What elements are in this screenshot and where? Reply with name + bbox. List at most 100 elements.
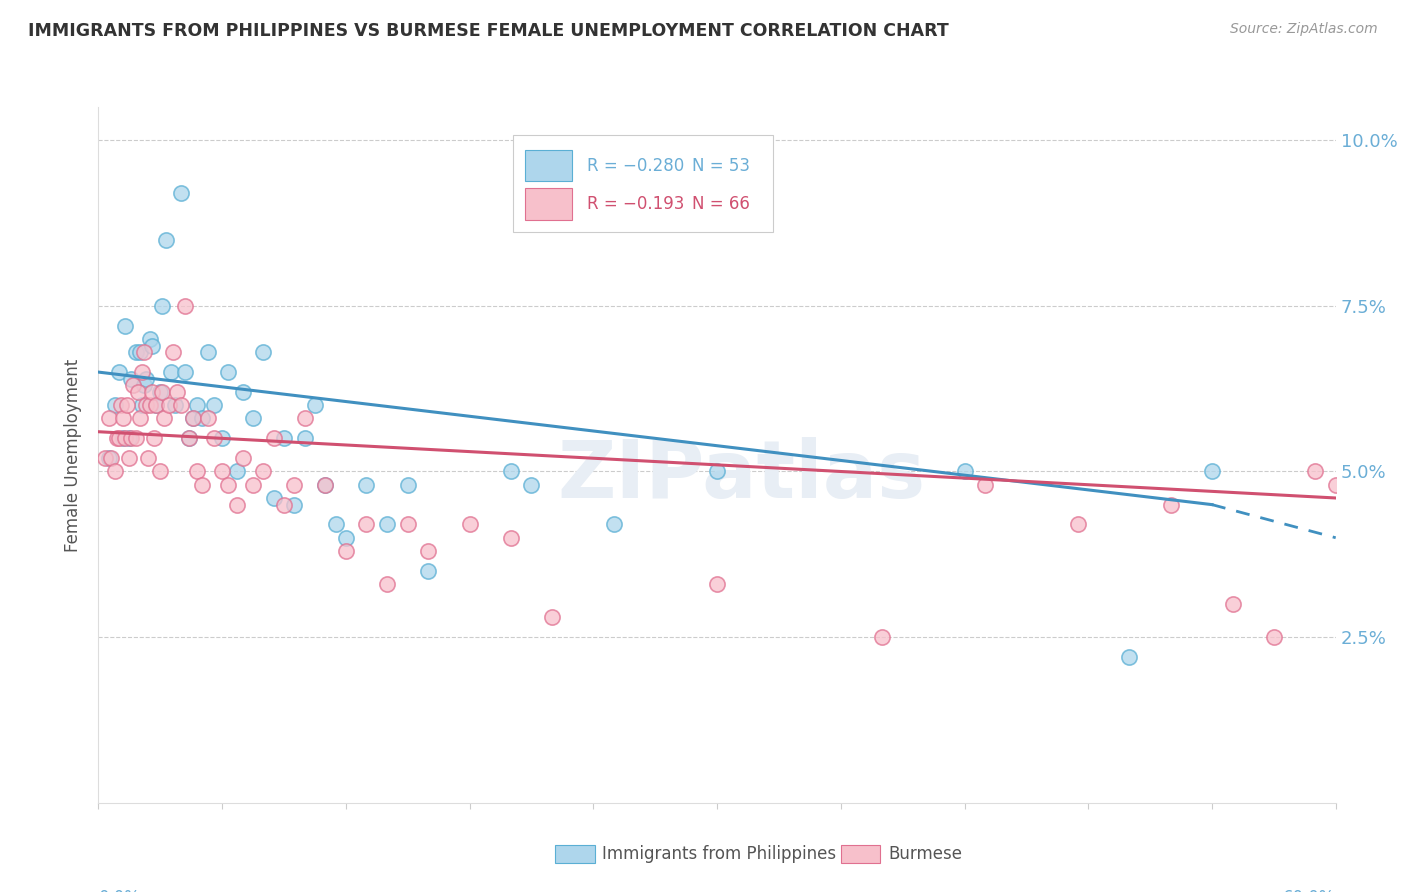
Point <box>217 365 239 379</box>
Point <box>356 517 378 532</box>
Point <box>157 398 180 412</box>
Point <box>375 577 398 591</box>
Point <box>120 431 142 445</box>
Point <box>131 398 153 412</box>
Text: Immigrants from Philippines: Immigrants from Philippines <box>602 845 837 863</box>
Point <box>418 564 440 578</box>
Point <box>232 451 254 466</box>
Point <box>294 431 316 445</box>
Point <box>181 411 204 425</box>
Point <box>294 411 316 425</box>
Point <box>335 544 357 558</box>
Point <box>541 610 564 624</box>
Point <box>706 465 728 479</box>
Point <box>232 384 254 399</box>
Point <box>155 233 177 247</box>
Point <box>1160 498 1182 512</box>
Point <box>418 544 440 558</box>
Point <box>1201 465 1223 479</box>
Point <box>118 451 141 466</box>
Point <box>953 465 976 479</box>
Point <box>135 372 157 386</box>
Point <box>114 431 136 445</box>
Point <box>131 365 153 379</box>
Point <box>141 338 163 352</box>
Point <box>870 630 893 644</box>
Point <box>1263 630 1285 644</box>
Point <box>112 431 135 445</box>
Point <box>163 398 186 412</box>
Point <box>150 299 173 313</box>
Point <box>242 477 264 491</box>
Point <box>128 345 150 359</box>
Point <box>136 451 159 466</box>
Point <box>139 332 162 346</box>
Point <box>252 465 274 479</box>
Point <box>211 431 233 445</box>
Text: ZIPatlas: ZIPatlas <box>558 437 927 515</box>
Point <box>252 345 274 359</box>
Point <box>122 378 145 392</box>
Point <box>166 384 188 399</box>
Text: Source: ZipAtlas.com: Source: ZipAtlas.com <box>1230 22 1378 37</box>
Point <box>225 465 247 479</box>
Text: R = −0.280: R = −0.280 <box>588 157 685 175</box>
Point <box>159 365 181 379</box>
Point <box>190 477 212 491</box>
Point <box>217 477 239 491</box>
Point <box>263 491 285 505</box>
Point <box>314 477 336 491</box>
Point <box>242 411 264 425</box>
Point <box>104 465 127 479</box>
Point <box>190 411 212 425</box>
Point <box>179 431 201 445</box>
Point <box>375 517 398 532</box>
Point <box>325 517 347 532</box>
Text: R = −0.193: R = −0.193 <box>588 195 685 213</box>
Point <box>170 398 193 412</box>
Point <box>174 365 197 379</box>
Point <box>108 365 131 379</box>
FancyBboxPatch shape <box>526 188 572 219</box>
Point <box>120 372 142 386</box>
Point <box>153 411 176 425</box>
Point <box>112 411 135 425</box>
Text: 0.0%: 0.0% <box>98 889 141 892</box>
Point <box>283 498 305 512</box>
Point <box>181 411 204 425</box>
Point <box>105 431 128 445</box>
Point <box>149 465 172 479</box>
Point <box>104 398 127 412</box>
Point <box>139 398 162 412</box>
Point <box>110 398 132 412</box>
Point <box>314 477 336 491</box>
Text: N = 66: N = 66 <box>692 195 751 213</box>
Text: 60.0%: 60.0% <box>1284 889 1336 892</box>
Point <box>114 318 136 333</box>
Point <box>117 398 139 412</box>
Point <box>108 431 131 445</box>
Point <box>143 431 166 445</box>
Point <box>132 378 155 392</box>
Point <box>97 411 120 425</box>
Point <box>127 384 149 399</box>
Point <box>263 431 285 445</box>
Point <box>145 398 167 412</box>
Point <box>170 186 193 201</box>
Point <box>1222 597 1244 611</box>
Point <box>211 465 233 479</box>
FancyBboxPatch shape <box>513 135 773 232</box>
Y-axis label: Female Unemployment: Female Unemployment <box>65 359 83 551</box>
Point <box>202 431 225 445</box>
Point <box>100 451 122 466</box>
Point <box>97 451 120 466</box>
Point <box>603 517 626 532</box>
Point <box>396 517 419 532</box>
Point <box>118 431 141 445</box>
Point <box>225 498 247 512</box>
Point <box>273 498 295 512</box>
Point <box>124 431 146 445</box>
Point <box>499 531 522 545</box>
Point <box>141 384 163 399</box>
Point <box>128 411 150 425</box>
